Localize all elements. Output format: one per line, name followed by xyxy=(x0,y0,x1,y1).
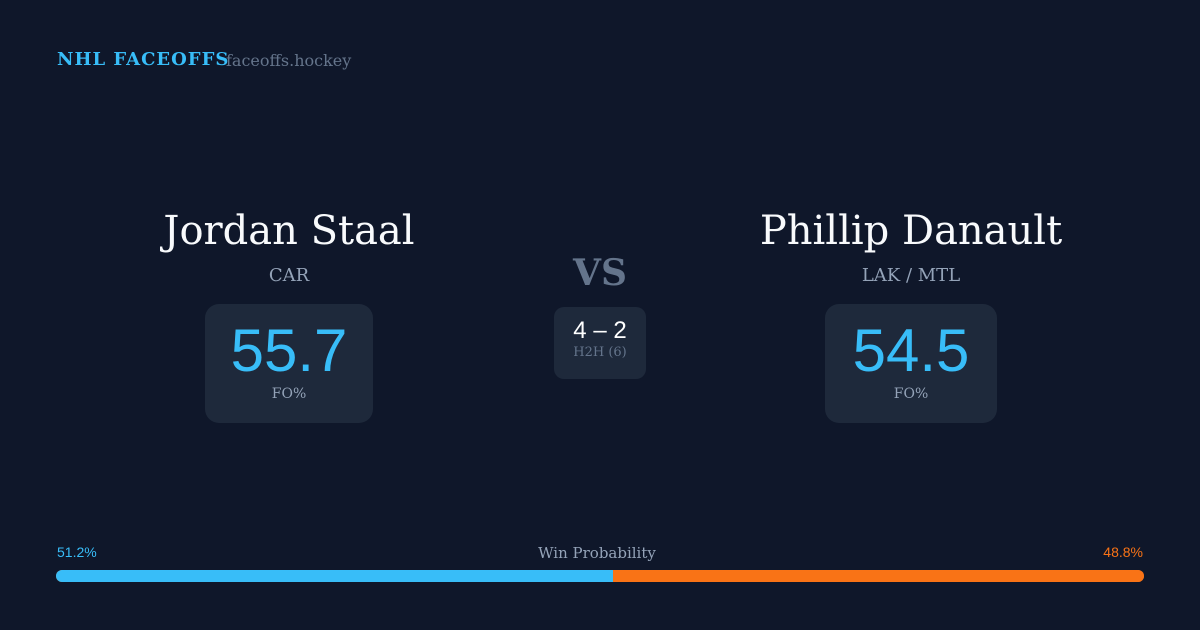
win-probability-bar xyxy=(56,570,1144,582)
win-prob-right-segment xyxy=(613,570,1144,582)
player-name: Jordan Staal xyxy=(163,208,415,254)
win-prob-label: Win Probability xyxy=(538,544,656,562)
faceoff-label: FO% xyxy=(893,386,929,402)
player-right: Phillip Danault LAK / MTL 54.5 FO% xyxy=(701,205,1121,423)
player-left: Jordan Staal CAR 55.7 FO% xyxy=(79,205,499,423)
faceoff-percentage: 55.7 xyxy=(230,317,348,384)
brand-title: NHL FACEOFFS xyxy=(57,49,230,70)
win-prob-left: 51.2% xyxy=(57,544,97,560)
faceoff-card: 55.7 FO% xyxy=(205,304,373,423)
h2h-score: 4 – 2 xyxy=(573,317,627,344)
h2h-card: 4 – 2 H2H (6) xyxy=(554,307,646,379)
win-prob-right: 48.8% xyxy=(1103,544,1143,560)
faceoff-card: 54.5 FO% xyxy=(825,304,997,423)
h2h-label: H2H (6) xyxy=(573,345,627,360)
faceoff-label: FO% xyxy=(271,386,307,402)
player-team: CAR xyxy=(268,265,310,286)
site-url: faceoffs.hockey xyxy=(226,51,352,70)
player-team: LAK / MTL xyxy=(861,265,961,286)
player-name: Phillip Danault xyxy=(759,208,1063,254)
faceoff-percentage: 54.5 xyxy=(852,317,970,384)
win-prob-left-segment xyxy=(56,570,614,582)
vs-label: VS xyxy=(573,252,627,294)
